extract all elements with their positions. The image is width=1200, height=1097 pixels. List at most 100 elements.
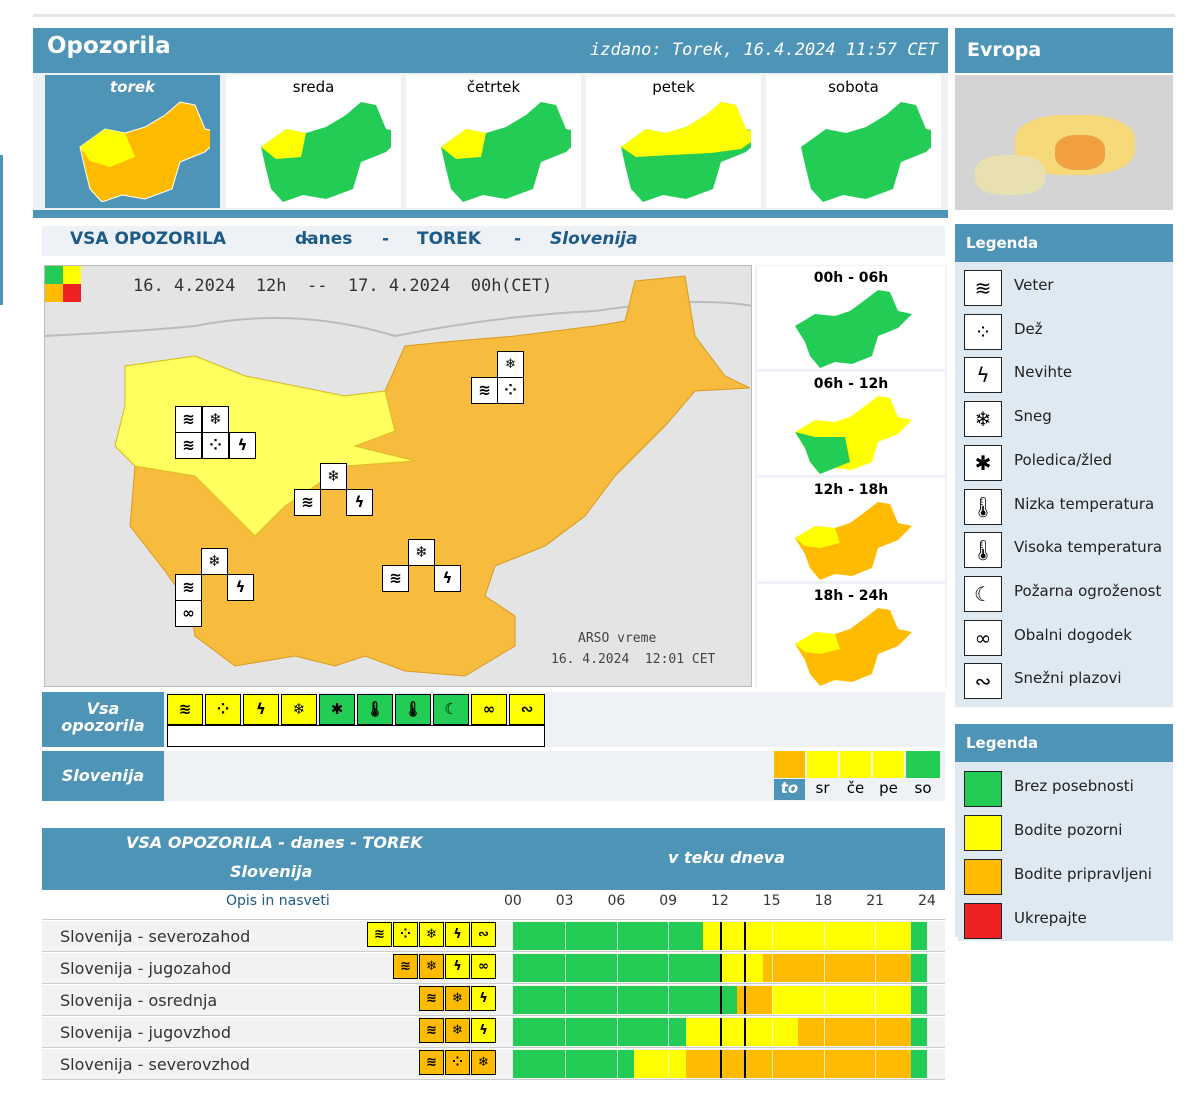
timeline-segment <box>513 1050 634 1078</box>
timeline-segment <box>911 986 927 1014</box>
coastal-icon[interactable]: ∞ <box>471 694 507 725</box>
day-label: četrtek <box>466 78 521 96</box>
region-label: Slovenija <box>61 766 145 785</box>
grid-line <box>771 1050 773 1078</box>
day-abbr-so[interactable]: so <box>914 779 932 797</box>
legend-label: Sneg <box>1014 407 1052 426</box>
thunderstorm-icon: ϟ <box>227 574 254 601</box>
table-row[interactable]: Slovenija - severovzhod ≋ ⁘ ❄ <box>42 1049 945 1080</box>
low-temperature-icon[interactable]: 🌡 <box>357 694 393 725</box>
legend-label: Poledica/žled <box>1014 450 1113 469</box>
europe-title: Evropa <box>967 39 1042 61</box>
grid-line <box>823 1050 825 1078</box>
thunderstorm-icon: ϟ <box>471 986 496 1011</box>
region-name: Slovenija - severozahod <box>60 927 251 946</box>
filter-icons: ≋ ⁘ ϟ ❄ ✱ 🌡 🌡 ☾ ∞ ∾ <box>167 694 547 747</box>
high-temperature-icon[interactable]: 🌡 <box>395 694 431 725</box>
day-tab-sobota[interactable]: sobota <box>766 75 941 208</box>
main-warning-map[interactable]: 16. 4.2024 12h -- 17. 4.2024 00h (CET) A… <box>44 265 752 687</box>
hour-tick: 06 <box>607 893 626 909</box>
level-swatch <box>964 815 1002 851</box>
snow-icon[interactable]: ❄ <box>281 694 317 725</box>
warnings-header: Opozorila izdano: Torek, 16.4.2024 11:57… <box>33 28 948 73</box>
legend-label: Ukrepajte <box>1014 909 1087 927</box>
day-abbr-sr[interactable]: sr <box>815 779 830 797</box>
wind-icon: ≋ <box>175 574 202 601</box>
day-map-petek <box>621 102 751 202</box>
timeline-bar <box>513 986 927 1014</box>
day-label: sobota <box>828 78 879 96</box>
europe-header[interactable]: Evropa <box>955 28 1173 73</box>
snow-icon: ❄ <box>320 463 347 490</box>
wind-icon: ≋ <box>419 1018 444 1043</box>
day-abbr-to[interactable]: to <box>774 779 805 800</box>
all-label-1: Vsa <box>86 699 120 718</box>
day-abbr-ce[interactable]: če <box>846 779 865 797</box>
legend-label: Bodite pozorni <box>1014 821 1123 839</box>
hour-tick: 21 <box>866 893 885 909</box>
snow-icon: ❄ <box>964 401 1002 438</box>
hour-tick: 18 <box>814 893 833 909</box>
grid-line <box>875 1050 877 1078</box>
grid-line <box>616 1018 618 1046</box>
level-swatch <box>964 859 1002 895</box>
day-tab-petek[interactable]: petek <box>586 75 761 208</box>
wind-icon: ≋ <box>175 406 202 433</box>
day-tab-torek[interactable]: torek <box>45 75 220 208</box>
ice-icon[interactable]: ✱ <box>319 694 355 725</box>
day-map-torek <box>79 101 210 202</box>
coastal-icon: ∞ <box>175 600 202 627</box>
description-link[interactable]: Opis in nasveti <box>226 893 330 909</box>
slot-00-06[interactable]: 00h - 06h <box>757 266 945 369</box>
slot-18-24[interactable]: 18h - 24h <box>757 584 945 687</box>
thunderstorm-icon: ϟ <box>964 357 1002 394</box>
table-row[interactable]: Slovenija - osrednja ≋ ❄ ϟ <box>42 985 945 1016</box>
europe-map-thumbnail[interactable] <box>955 75 1173 210</box>
wind-icon[interactable]: ≋ <box>167 694 203 725</box>
grid-line <box>616 922 618 950</box>
slot-12-18[interactable]: 12h - 18h <box>757 478 945 581</box>
all-warnings-filter[interactable]: Vsa opozorila <box>42 692 164 747</box>
level-swatch <box>964 903 1002 939</box>
grid-line <box>668 922 670 950</box>
timeline-segment <box>771 986 912 1014</box>
table-row[interactable]: Slovenija - jugozahod ≋ ❄ ϟ ∞ <box>42 953 945 984</box>
slot-map <box>795 396 912 474</box>
time-marker <box>720 986 722 1014</box>
grid-line <box>875 954 877 982</box>
legend-item: ☾ Požarna ogroženost <box>958 569 1173 614</box>
day-label: torek <box>109 78 156 96</box>
slot-label: 18h - 24h <box>813 588 889 604</box>
time-marker <box>720 1018 722 1046</box>
fire-icon[interactable]: ☾ <box>433 694 469 725</box>
legend-label: Veter <box>1014 276 1054 294</box>
avalanche-icon: ∾ <box>471 922 496 947</box>
legend-hazards-header: Legenda <box>955 224 1173 262</box>
slot-06-12[interactable]: 06h - 12h <box>757 372 945 475</box>
thunderstorm-icon[interactable]: ϟ <box>243 694 279 725</box>
high-temperature-icon: 🌡 <box>964 532 1002 569</box>
grid-line <box>823 954 825 982</box>
region-name: Slovenija - jugozahod <box>60 959 232 978</box>
wind-icon: ≋ <box>393 954 418 979</box>
timeline-segment <box>720 954 764 982</box>
timeline-during-day: v teku dneva <box>668 848 786 867</box>
timeline-segment <box>911 1018 927 1046</box>
table-row[interactable]: Slovenija - jugovzhod ≋ ❄ ϟ <box>42 1017 945 1048</box>
day-tab-sreda[interactable]: sreda <box>226 75 401 208</box>
day-selector: to sr če pe so <box>774 751 940 801</box>
rain-icon: ⁘ <box>497 377 524 404</box>
rain-icon[interactable]: ⁘ <box>205 694 241 725</box>
section-divider <box>33 210 948 218</box>
snow-icon: ❄ <box>419 922 444 947</box>
grid-line <box>875 986 877 1014</box>
risk-swatch-grid <box>45 266 81 302</box>
day-tab-cetrtek[interactable]: četrtek <box>406 75 581 208</box>
region-filter[interactable]: Slovenija <box>42 751 164 801</box>
day-abbr-pe[interactable]: pe <box>879 779 898 797</box>
time-marker <box>720 922 722 950</box>
section-sep-1: - <box>302 229 310 249</box>
table-row[interactable]: Slovenija - severozahod ≋ ⁘ ❄ ϟ ∾ <box>42 921 945 952</box>
avalanche-icon[interactable]: ∾ <box>509 694 545 725</box>
wind-icon: ≋ <box>382 565 409 592</box>
